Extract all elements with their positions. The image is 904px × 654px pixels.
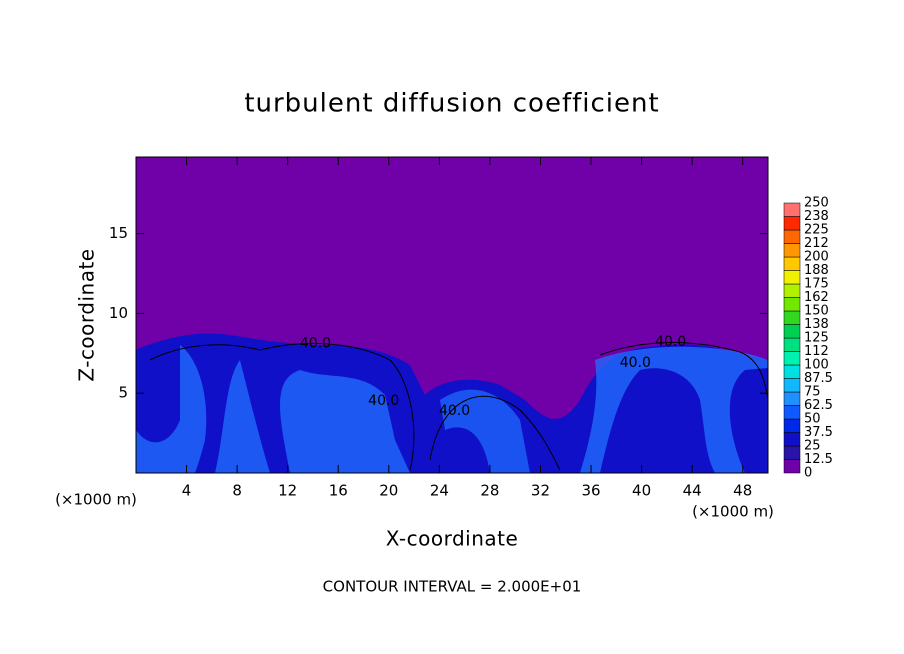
- colorbar-swatch: [783, 351, 801, 366]
- colorbar-label: 0: [804, 466, 812, 481]
- colorbar-swatch: [783, 297, 801, 312]
- y-tick-label: 15: [109, 224, 128, 242]
- y-axis-title: Z-coordinate: [75, 248, 99, 381]
- colorbar-label: 150: [804, 304, 829, 319]
- colorbar-label: 62.5: [804, 398, 833, 413]
- colorbar-swatch: [783, 229, 801, 244]
- colorbar-swatch: [783, 324, 801, 339]
- contour-label: 40.0: [655, 334, 686, 350]
- colorbar-label: 50: [804, 412, 821, 427]
- colorbar-swatch: [783, 283, 801, 298]
- field-region: [580, 346, 768, 473]
- colorbar-swatch: [783, 418, 801, 433]
- x-unit-label: (×1000 m): [55, 491, 137, 509]
- field: [136, 157, 768, 473]
- colorbar-swatch: [783, 337, 801, 352]
- colorbar-swatch: [783, 216, 801, 231]
- colorbar-label: 238: [804, 209, 829, 224]
- colorbar-swatch: [783, 459, 801, 474]
- colorbar-swatch: [783, 310, 801, 325]
- x-axis-title: X-coordinate: [386, 527, 519, 551]
- colorbar-swatch: [783, 405, 801, 420]
- colorbar-label: 188: [804, 263, 829, 278]
- colorbar-swatch: [783, 256, 801, 271]
- colorbar-label: 212: [804, 236, 829, 251]
- field-region: [440, 389, 530, 473]
- plot-frame: [135, 156, 769, 474]
- contour-label: 40.0: [439, 403, 470, 419]
- x-tick-label: 28: [480, 482, 499, 500]
- x-tick-label: 32: [531, 482, 550, 500]
- x-tick-label: 44: [683, 482, 702, 500]
- colorbar-swatch: [783, 243, 801, 258]
- colorbar-label: 125: [804, 331, 829, 346]
- x-tick-label: 20: [379, 482, 398, 500]
- x-tick-label: 48: [733, 482, 752, 500]
- contour-label: 40.0: [300, 336, 331, 352]
- colorbar-label: 37.5: [804, 425, 833, 440]
- colorbar-label: 12.5: [804, 452, 833, 467]
- colorbar-swatch: [783, 270, 801, 285]
- colorbar-label: 175: [804, 277, 829, 292]
- colorbar-label: 75: [804, 385, 821, 400]
- chart-title: turbulent diffusion coefficient: [244, 89, 659, 119]
- colorbar-label: 87.5: [804, 371, 833, 386]
- colorbar-label: 225: [804, 223, 829, 238]
- contour-label: 40.0: [620, 355, 651, 371]
- colorbar-label: 100: [804, 358, 829, 373]
- colorbar-label: 250: [804, 196, 829, 211]
- y-tick-label: 5: [118, 384, 128, 402]
- colorbar-swatch: [783, 202, 801, 217]
- x-tick-label: 24: [430, 482, 449, 500]
- x-unit-label: (×1000 m): [692, 503, 774, 521]
- colorbar-label: 200: [804, 250, 829, 265]
- colorbar-swatch: [783, 432, 801, 447]
- y-tick-label: 10: [109, 304, 128, 322]
- colorbar-label: 25: [804, 439, 821, 454]
- x-tick-label: 36: [581, 482, 600, 500]
- colorbar-swatch: [783, 378, 801, 393]
- contour-line: [149, 342, 768, 471]
- field-region: [136, 345, 410, 473]
- x-tick-label: 40: [632, 482, 651, 500]
- x-tick-label: 16: [329, 482, 348, 500]
- colorbar-label: 162: [804, 290, 829, 305]
- colorbar-swatch: [783, 445, 801, 460]
- contour-label: 40.0: [368, 393, 399, 409]
- x-tick-label: 12: [278, 482, 297, 500]
- contour-interval-note: CONTOUR INTERVAL = 2.000E+01: [323, 578, 582, 596]
- x-tick-label: 8: [232, 482, 242, 500]
- colorbar-label: 112: [804, 344, 829, 359]
- colorbar-label: 138: [804, 317, 829, 332]
- x-tick-label: 4: [182, 482, 192, 500]
- colorbar-swatch: [783, 364, 801, 379]
- colorbar-swatch: [783, 391, 801, 406]
